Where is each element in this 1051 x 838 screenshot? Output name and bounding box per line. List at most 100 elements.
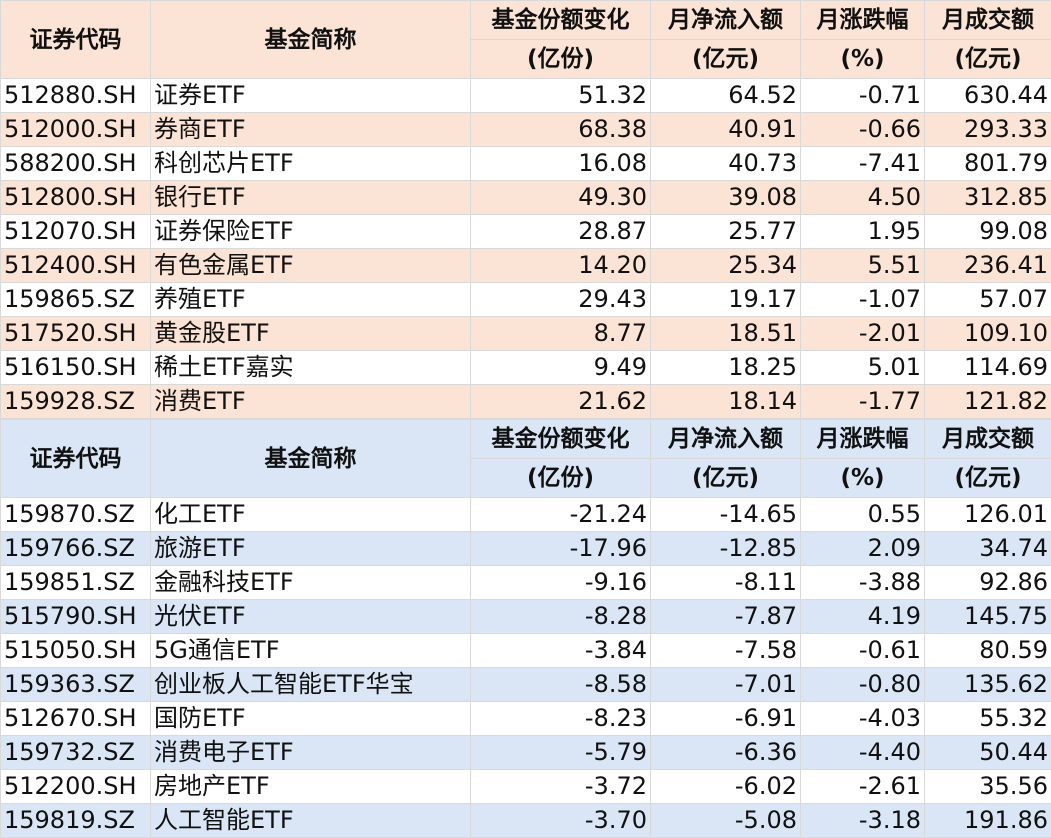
- fund-code-cell: 512200.SH: [1, 770, 151, 804]
- net-inflow-cell: -7.01: [651, 668, 801, 702]
- turnover-cell: 99.08: [925, 215, 1051, 249]
- fund-code-cell: 515050.SH: [1, 634, 151, 668]
- fund-name-cell: 国防ETF: [151, 702, 471, 736]
- fund-name-cell: 光伏ETF: [151, 600, 471, 634]
- outflow-table: 证券代码 基金简称 基金份额变化 月净流入额 月涨跌幅 月成交额 (亿份) (亿…: [0, 419, 1051, 838]
- change-pct-cell: 2.09: [801, 532, 925, 566]
- net-inflow-cell: 39.08: [651, 181, 801, 215]
- fund-code-cell: 159865.SZ: [1, 283, 151, 317]
- change-pct-cell: 4.19: [801, 600, 925, 634]
- fund-code-cell: 159766.SZ: [1, 532, 151, 566]
- change-pct-cell: 5.01: [801, 351, 925, 385]
- fund-name-cell: 证券保险ETF: [151, 215, 471, 249]
- fund-name-cell: 银行ETF: [151, 181, 471, 215]
- turnover-cell: 135.62: [925, 668, 1051, 702]
- fund-name-cell: 金融科技ETF: [151, 566, 471, 600]
- change-pct-cell: 0.55: [801, 498, 925, 532]
- header-share-change: 基金份额变化: [471, 420, 651, 459]
- change-pct-cell: -7.41: [801, 147, 925, 181]
- header-code: 证券代码: [1, 1, 151, 79]
- share-change-cell: 49.30: [471, 181, 651, 215]
- turnover-cell: 191.86: [925, 804, 1051, 838]
- change-pct-cell: -0.61: [801, 634, 925, 668]
- turnover-cell: 57.07: [925, 283, 1051, 317]
- header-turnover: 月成交额: [925, 1, 1051, 40]
- share-change-cell: -8.28: [471, 600, 651, 634]
- share-change-cell: -9.16: [471, 566, 651, 600]
- header-change-pct-unit: (%): [801, 459, 925, 498]
- change-pct-cell: 4.50: [801, 181, 925, 215]
- turnover-cell: 34.74: [925, 532, 1051, 566]
- net-inflow-cell: -6.36: [651, 736, 801, 770]
- change-pct-cell: -3.88: [801, 566, 925, 600]
- net-inflow-cell: -14.65: [651, 498, 801, 532]
- net-inflow-cell: -8.11: [651, 566, 801, 600]
- change-pct-cell: -1.07: [801, 283, 925, 317]
- share-change-cell: 29.43: [471, 283, 651, 317]
- share-change-cell: -3.70: [471, 804, 651, 838]
- turnover-cell: 114.69: [925, 351, 1051, 385]
- header-share-change-unit: (亿份): [471, 459, 651, 498]
- header-name: 基金简称: [151, 1, 471, 79]
- share-change-cell: 68.38: [471, 113, 651, 147]
- header-row: 证券代码 基金简称 基金份额变化 月净流入额 月涨跌幅 月成交额: [1, 420, 1051, 459]
- share-change-cell: 14.20: [471, 249, 651, 283]
- turnover-cell: 236.41: [925, 249, 1051, 283]
- turnover-cell: 92.86: [925, 566, 1051, 600]
- fund-code-cell: 515790.SH: [1, 600, 151, 634]
- header-change-pct: 月涨跌幅: [801, 420, 925, 459]
- fund-name-cell: 化工ETF: [151, 498, 471, 532]
- header-turnover-unit: (亿元): [925, 459, 1051, 498]
- header-share-change: 基金份额变化: [471, 1, 651, 40]
- share-change-cell: -8.58: [471, 668, 651, 702]
- header-net-inflow-unit: (亿元): [651, 40, 801, 79]
- fund-name-cell: 养殖ETF: [151, 283, 471, 317]
- fund-code-cell: 512800.SH: [1, 181, 151, 215]
- fund-code-cell: 159870.SZ: [1, 498, 151, 532]
- change-pct-cell: 1.95: [801, 215, 925, 249]
- fund-name-cell: 消费电子ETF: [151, 736, 471, 770]
- share-change-cell: 8.77: [471, 317, 651, 351]
- change-pct-cell: -2.01: [801, 317, 925, 351]
- turnover-cell: 55.32: [925, 702, 1051, 736]
- net-inflow-cell: 25.34: [651, 249, 801, 283]
- net-inflow-cell: 18.51: [651, 317, 801, 351]
- share-change-cell: 16.08: [471, 147, 651, 181]
- turnover-cell: 126.01: [925, 498, 1051, 532]
- net-inflow-cell: 64.52: [651, 79, 801, 113]
- net-inflow-cell: -6.02: [651, 770, 801, 804]
- header-change-pct: 月涨跌幅: [801, 1, 925, 40]
- net-inflow-cell: 25.77: [651, 215, 801, 249]
- share-change-cell: -3.84: [471, 634, 651, 668]
- turnover-cell: 630.44: [925, 79, 1051, 113]
- fund-code-cell: 159363.SZ: [1, 668, 151, 702]
- change-pct-cell: -4.03: [801, 702, 925, 736]
- fund-code-cell: 159928.SZ: [1, 385, 151, 419]
- change-pct-cell: -0.71: [801, 79, 925, 113]
- net-inflow-cell: -7.87: [651, 600, 801, 634]
- header-share-change-unit: (亿份): [471, 40, 651, 79]
- turnover-cell: 145.75: [925, 600, 1051, 634]
- fund-code-cell: 512400.SH: [1, 249, 151, 283]
- share-change-cell: -3.72: [471, 770, 651, 804]
- net-inflow-cell: 40.91: [651, 113, 801, 147]
- fund-code-cell: 516150.SH: [1, 351, 151, 385]
- share-change-cell: -5.79: [471, 736, 651, 770]
- fund-code-cell: 159819.SZ: [1, 804, 151, 838]
- change-pct-cell: -2.61: [801, 770, 925, 804]
- fund-name-cell: 科创芯片ETF: [151, 147, 471, 181]
- net-inflow-cell: 40.73: [651, 147, 801, 181]
- share-change-cell: -17.96: [471, 532, 651, 566]
- share-change-cell: 51.32: [471, 79, 651, 113]
- fund-name-cell: 旅游ETF: [151, 532, 471, 566]
- turnover-cell: 293.33: [925, 113, 1051, 147]
